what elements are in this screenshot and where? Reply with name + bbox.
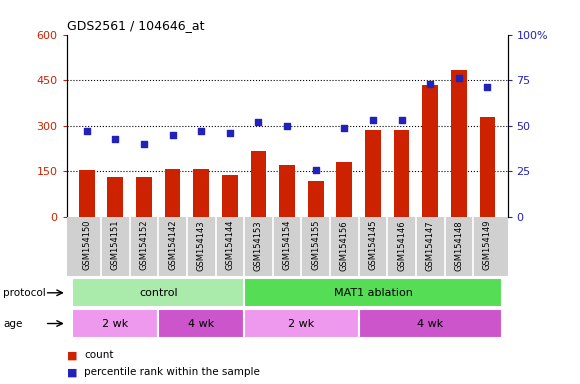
Text: GSM154156: GSM154156 [340,220,349,271]
Text: GDS2561 / 104646_at: GDS2561 / 104646_at [67,19,204,32]
Text: count: count [84,350,114,360]
Point [168,132,177,138]
Bar [251,151,266,217]
Text: GSM154155: GSM154155 [311,220,320,270]
Bar [336,162,352,217]
Text: MAT1 ablation: MAT1 ablation [334,288,412,298]
Point [454,75,463,81]
Bar [279,165,295,217]
Point [139,141,148,147]
Text: GSM154152: GSM154152 [139,220,148,270]
Bar [136,177,152,217]
Text: percentile rank within the sample: percentile rank within the sample [84,367,260,377]
Point [340,124,349,131]
Point [225,130,234,136]
Text: GSM154147: GSM154147 [426,220,435,271]
Text: GSM154143: GSM154143 [197,220,206,271]
Text: age: age [3,318,22,329]
Bar [222,175,238,217]
Bar [107,177,123,217]
Text: 2 wk: 2 wk [288,318,314,329]
Point [111,136,120,142]
Bar [308,181,324,217]
Bar [394,130,409,217]
Bar [358,309,502,338]
Point [254,119,263,125]
Text: ■: ■ [67,350,77,360]
Bar [365,130,381,217]
Text: GSM154145: GSM154145 [368,220,378,270]
Text: GSM154142: GSM154142 [168,220,177,270]
Bar [79,170,95,217]
Text: protocol: protocol [3,288,46,298]
Text: GSM154148: GSM154148 [454,220,463,271]
Text: 4 wk: 4 wk [417,318,443,329]
Point [82,128,92,134]
Bar [72,309,158,338]
Bar [422,85,438,217]
Text: GSM154149: GSM154149 [483,220,492,270]
Text: 2 wk: 2 wk [102,318,129,329]
Text: GSM154151: GSM154151 [111,220,120,270]
Text: GSM154144: GSM154144 [226,220,234,270]
Bar [165,169,180,217]
Bar [193,169,209,217]
Bar [158,309,244,338]
Bar [480,117,495,217]
Text: GSM154153: GSM154153 [254,220,263,271]
Point [368,117,378,123]
Point [311,167,320,173]
Text: GSM154150: GSM154150 [82,220,91,270]
Bar [451,70,467,217]
Text: 4 wk: 4 wk [188,318,215,329]
Point [397,117,406,123]
Text: GSM154154: GSM154154 [282,220,292,270]
Text: ■: ■ [67,367,77,377]
Text: GSM154146: GSM154146 [397,220,406,271]
Point [282,123,292,129]
Text: control: control [139,288,177,298]
Bar [72,278,244,307]
Point [483,84,492,91]
Bar [244,278,502,307]
Point [197,128,206,134]
Point [426,81,435,87]
Bar [244,309,358,338]
